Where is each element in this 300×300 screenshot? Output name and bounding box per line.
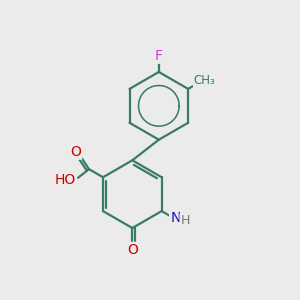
Text: H: H (180, 214, 190, 227)
Text: N: N (170, 211, 181, 225)
Text: HO: HO (55, 173, 76, 187)
Text: CH₃: CH₃ (194, 74, 216, 87)
Text: O: O (70, 145, 81, 159)
Text: F: F (155, 49, 163, 63)
Text: O: O (127, 243, 138, 257)
